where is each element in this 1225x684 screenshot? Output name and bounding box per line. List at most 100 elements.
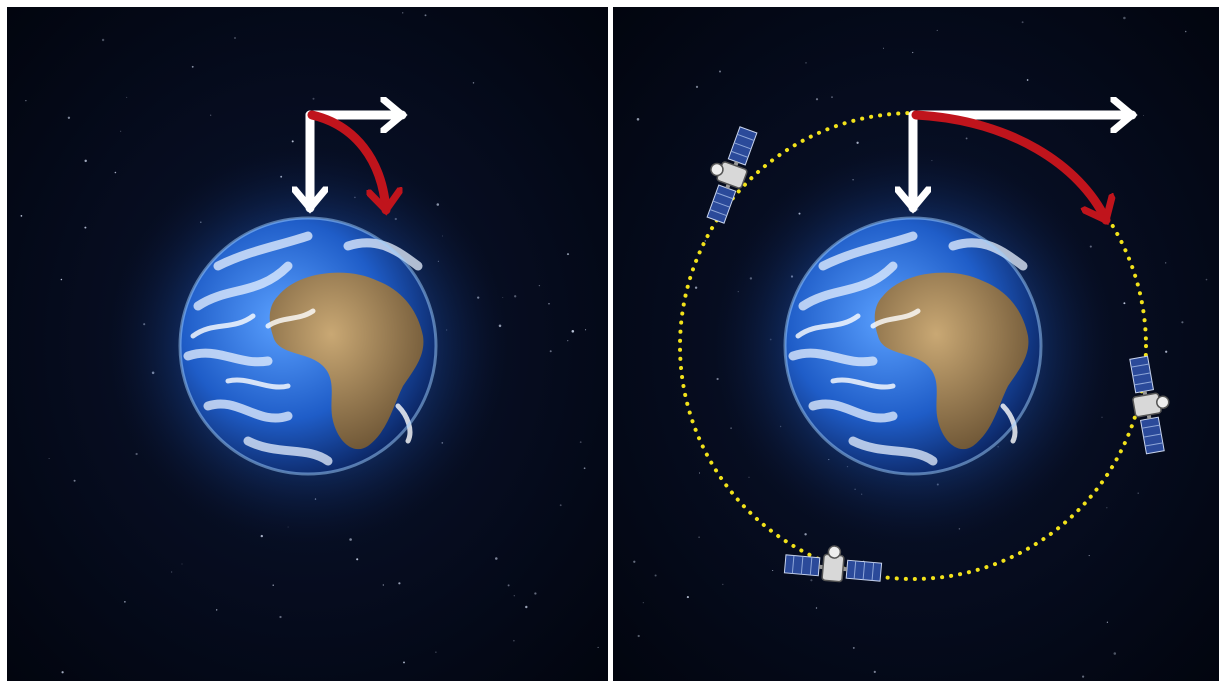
star (1165, 262, 1167, 264)
star (1088, 555, 1090, 557)
star (1101, 416, 1103, 418)
star (73, 479, 76, 482)
star (637, 634, 640, 638)
path-arrow (911, 110, 1106, 220)
star (272, 584, 274, 586)
star (579, 441, 582, 443)
star (312, 97, 315, 100)
star (502, 296, 504, 298)
star (20, 215, 23, 217)
star (1205, 278, 1208, 281)
star (126, 96, 128, 98)
star (216, 609, 218, 611)
star (124, 601, 126, 603)
star (815, 98, 819, 101)
star (1181, 321, 1184, 324)
star (567, 340, 569, 342)
star (1026, 79, 1029, 81)
star (84, 226, 87, 229)
star (1165, 350, 1168, 353)
star (1089, 245, 1092, 248)
star (583, 467, 586, 470)
star (403, 661, 405, 664)
star (191, 65, 194, 68)
star (1184, 30, 1187, 33)
star (356, 558, 359, 561)
star (382, 584, 384, 586)
star (722, 583, 724, 586)
star (686, 596, 689, 599)
star (585, 329, 587, 331)
star (1106, 507, 1108, 509)
star (831, 96, 833, 99)
star (873, 670, 876, 674)
star (856, 141, 859, 144)
star (1021, 21, 1024, 24)
star (101, 38, 105, 42)
star (549, 350, 552, 353)
star (61, 671, 64, 674)
star (804, 533, 807, 536)
star (538, 284, 541, 287)
star (279, 615, 282, 619)
star (120, 130, 122, 132)
star (84, 159, 87, 163)
star (398, 582, 401, 585)
star (48, 457, 50, 460)
star (114, 171, 117, 174)
star (234, 37, 236, 39)
star (424, 14, 427, 17)
star (495, 557, 498, 560)
star (633, 560, 636, 563)
star (936, 29, 938, 31)
star (170, 571, 173, 573)
star (472, 82, 475, 84)
left-arrows (310, 115, 402, 210)
star (699, 472, 700, 474)
star (1106, 621, 1109, 623)
star (772, 569, 774, 572)
star (698, 536, 700, 539)
star (1143, 114, 1145, 116)
star (1123, 302, 1126, 305)
star (435, 651, 437, 653)
star (1123, 16, 1126, 20)
star (815, 607, 818, 609)
star (559, 504, 562, 507)
star (291, 140, 294, 143)
star (507, 584, 510, 587)
right-arrows (913, 115, 1132, 220)
star (525, 605, 528, 609)
star (210, 114, 212, 116)
star (25, 100, 27, 102)
star (67, 116, 71, 119)
star (748, 476, 750, 478)
star (694, 286, 698, 289)
star (636, 118, 640, 121)
star (805, 62, 807, 64)
star (514, 295, 517, 298)
star (571, 330, 575, 333)
star (548, 303, 550, 305)
path-arrow (307, 110, 386, 210)
star (695, 85, 699, 89)
star (1113, 652, 1117, 655)
star (135, 452, 138, 456)
star (597, 646, 599, 648)
star (513, 639, 515, 642)
star (181, 563, 183, 565)
star (852, 646, 855, 649)
star (642, 602, 644, 604)
star (718, 70, 722, 73)
star (912, 51, 914, 54)
orbit (678, 111, 1148, 581)
star (1082, 675, 1085, 678)
star (566, 253, 570, 256)
star (882, 47, 884, 49)
star (60, 278, 63, 281)
star (965, 137, 968, 140)
star (402, 12, 404, 14)
star (654, 574, 657, 577)
star (513, 595, 515, 597)
